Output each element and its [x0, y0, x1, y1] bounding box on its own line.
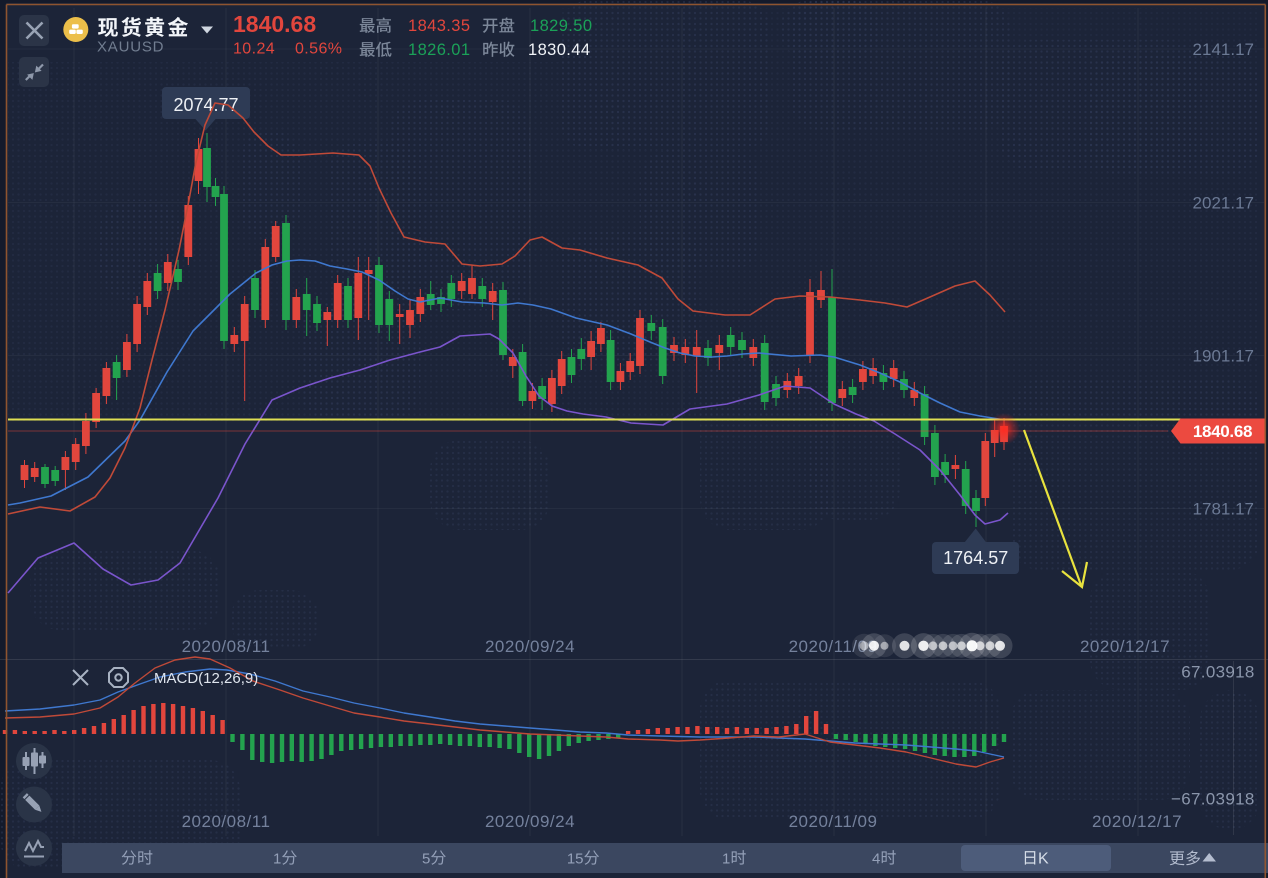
svg-text:4: 4: [872, 851, 880, 868]
svg-text:2020/09/24: 2020/09/24: [485, 637, 575, 656]
svg-text:1840.68: 1840.68: [1193, 422, 1252, 441]
svg-text:1840.68: 1840.68: [233, 11, 316, 37]
svg-text:67.03918: 67.03918: [1181, 663, 1254, 682]
svg-text:2020/08/11: 2020/08/11: [182, 637, 271, 656]
svg-text:−67.03918: −67.03918: [1171, 790, 1255, 809]
svg-text:2020/08/11: 2020/08/11: [182, 812, 271, 831]
svg-text:1781.17: 1781.17: [1193, 500, 1254, 519]
svg-text:1826.01: 1826.01: [408, 41, 470, 59]
svg-text:XAUUSD: XAUUSD: [97, 39, 164, 56]
svg-text:2020/11/09: 2020/11/09: [789, 637, 878, 656]
svg-text:2021.17: 2021.17: [1193, 194, 1254, 213]
svg-text:MACD(12,26,9): MACD(12,26,9): [154, 670, 258, 687]
svg-text:1901.17: 1901.17: [1193, 347, 1254, 366]
svg-text:0.56%: 0.56%: [295, 41, 342, 58]
svg-text:5: 5: [422, 851, 430, 868]
svg-text:2074.77: 2074.77: [173, 95, 238, 115]
svg-text:K: K: [1038, 851, 1049, 868]
svg-text:1764.57: 1764.57: [943, 548, 1008, 568]
svg-text:1: 1: [722, 851, 730, 868]
svg-text:1829.50: 1829.50: [530, 17, 592, 35]
svg-text:2020/09/24: 2020/09/24: [485, 812, 575, 831]
svg-text:1: 1: [273, 851, 281, 868]
svg-text:2020/12/17: 2020/12/17: [1092, 812, 1182, 831]
svg-text:1830.44: 1830.44: [528, 41, 590, 59]
svg-text:10.24: 10.24: [233, 41, 275, 58]
svg-text:1843.35: 1843.35: [408, 17, 470, 35]
svg-text:2020/12/17: 2020/12/17: [1080, 637, 1170, 656]
svg-text:2141.17: 2141.17: [1193, 40, 1254, 59]
svg-text:2020/11/09: 2020/11/09: [789, 812, 878, 831]
svg-text:15: 15: [567, 851, 584, 868]
